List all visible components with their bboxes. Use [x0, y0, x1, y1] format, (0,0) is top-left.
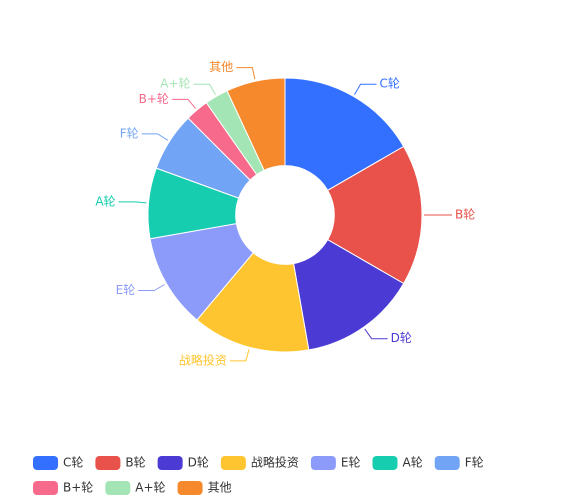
legend-label[interactable]: B+轮 — [63, 481, 93, 495]
label-line — [354, 83, 377, 95]
legend-swatch[interactable] — [157, 456, 183, 470]
legend-label[interactable]: F轮 — [465, 456, 484, 470]
legend-swatch[interactable] — [372, 456, 398, 470]
legend-swatch[interactable] — [33, 456, 58, 470]
slice — [284, 77, 405, 192]
legend-label[interactable]: 战略投资 — [251, 455, 299, 470]
legend-label[interactable]: B轮 — [125, 456, 145, 470]
slice-label: D轮 — [391, 331, 412, 345]
slice — [292, 238, 405, 351]
legend-swatch[interactable] — [434, 456, 460, 470]
slice-label: C轮 — [380, 77, 400, 91]
slice-label: 其他 — [209, 60, 233, 74]
slice-label: 战略投资 — [179, 352, 227, 367]
legend-label[interactable]: A轮 — [402, 456, 422, 470]
legend-label[interactable]: 其他 — [208, 481, 232, 495]
legend-label[interactable]: D轮 — [188, 456, 209, 470]
legend-swatch[interactable] — [105, 481, 131, 495]
slice-label: B+轮 — [139, 92, 169, 106]
slice-label: B轮 — [455, 208, 475, 222]
slice — [327, 145, 423, 285]
legend-swatch[interactable] — [310, 456, 336, 470]
legend-label[interactable]: E轮 — [341, 456, 361, 470]
label-line — [193, 83, 216, 95]
label-line — [364, 328, 388, 340]
label-line — [118, 201, 147, 204]
legend-label[interactable]: A+轮 — [135, 481, 165, 495]
legend-swatch[interactable] — [95, 456, 121, 470]
legend-label[interactable]: C轮 — [63, 456, 83, 470]
slice-label: E轮 — [116, 283, 136, 297]
slice — [196, 252, 310, 353]
slice-label: A轮 — [95, 194, 115, 208]
label-line — [229, 349, 250, 362]
slice-label: F轮 — [120, 126, 139, 140]
label-line — [236, 67, 256, 80]
legend-swatch[interactable] — [33, 481, 58, 495]
slice-label: A+轮 — [160, 77, 190, 91]
label-line — [171, 98, 197, 109]
legend-swatch[interactable] — [220, 456, 246, 470]
legend-swatch[interactable] — [177, 481, 203, 495]
label-line — [138, 284, 165, 291]
slice — [226, 77, 286, 171]
label-line — [141, 133, 169, 141]
